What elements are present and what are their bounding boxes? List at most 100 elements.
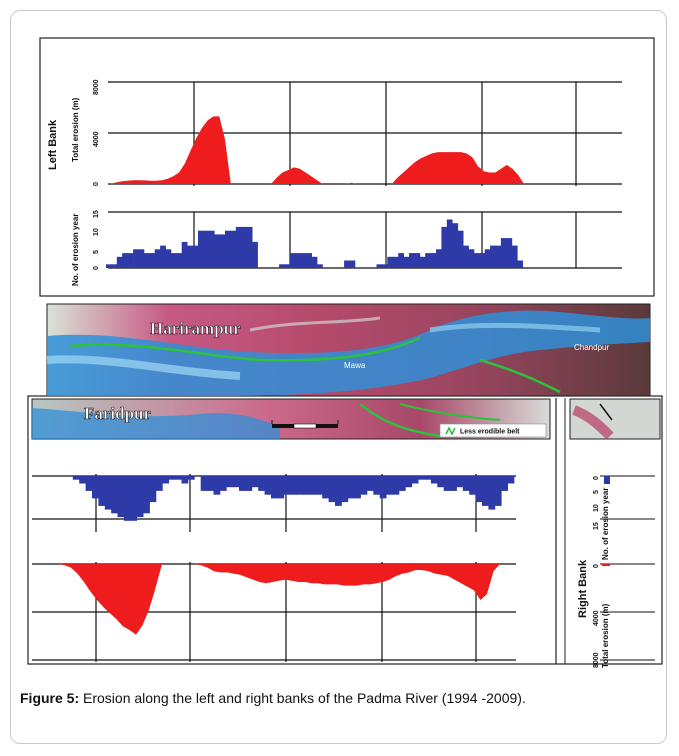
right-years-bar xyxy=(85,476,93,491)
right-years-bar xyxy=(232,476,240,488)
left-years-bar xyxy=(241,226,248,268)
right-years-tick-1: 5 xyxy=(593,490,600,494)
left-years-bar xyxy=(517,260,523,268)
right-years-bar xyxy=(277,476,285,499)
right-years-bar xyxy=(366,476,374,491)
left-years-bar xyxy=(463,245,469,268)
right-years-bar xyxy=(341,476,349,503)
right-years-bar xyxy=(200,476,208,491)
left-years-bar xyxy=(398,253,404,268)
right-years-bar xyxy=(386,476,393,495)
left-years-bar xyxy=(349,260,356,268)
left-erosion-tick-1: 4000 xyxy=(93,131,100,147)
belt-legend-icon xyxy=(445,426,456,436)
satellite-map-lower: Faridpur Less erodible belt xyxy=(31,398,661,440)
left-years-bar xyxy=(484,249,491,268)
left-years-bar xyxy=(289,253,296,268)
left-years-ylabel: No. of erosion year xyxy=(71,214,80,286)
right-years-bar xyxy=(181,476,189,484)
left-years-bar xyxy=(170,253,177,268)
left-years-bar xyxy=(160,245,166,268)
left-years-bar xyxy=(181,241,188,268)
satellite-map-upper: Harirampur Mawa Chandpur xyxy=(46,303,651,397)
left-years-bar xyxy=(138,249,145,268)
right-years-bar xyxy=(213,476,221,495)
left-years-bar xyxy=(133,249,139,268)
right-years-bar xyxy=(398,476,406,491)
place-faridpur: Faridpur xyxy=(84,404,152,423)
left-years-bar xyxy=(311,256,318,268)
right-years-bar xyxy=(117,476,125,518)
right-years-bar xyxy=(239,476,246,491)
left-years-tick-1: 5 xyxy=(93,250,100,254)
right-years-bar xyxy=(98,476,106,506)
right-years-bar xyxy=(322,476,329,499)
right-years-bar xyxy=(335,476,342,506)
left-years-series xyxy=(106,219,523,268)
left-erosion-tick-0: 0 xyxy=(93,182,100,186)
left-years-bar xyxy=(376,264,383,268)
right-years-bar xyxy=(72,476,80,480)
right-years-bar xyxy=(258,476,265,491)
right-years-bar xyxy=(123,476,131,521)
right-years-tick-2: 10 xyxy=(593,504,600,512)
left-years-bar xyxy=(111,264,118,268)
left-years-bar xyxy=(165,249,172,268)
left-years-bar xyxy=(127,253,134,268)
caption-text: Erosion along the left and right banks o… xyxy=(79,690,526,706)
right-years-series xyxy=(72,476,515,521)
left-years-bar xyxy=(284,264,291,268)
right-years-bar xyxy=(104,476,112,510)
left-erosion-ylabel: Total erosion (m) xyxy=(71,97,80,162)
right-years-bar xyxy=(283,476,291,495)
right-years-bar xyxy=(488,476,496,510)
right-bank-label: Right Bank xyxy=(577,559,589,618)
right-years-bar xyxy=(507,476,515,484)
left-years-bar xyxy=(500,238,507,268)
left-years-bar xyxy=(219,234,226,268)
left-erosion-tick-2: 8000 xyxy=(93,79,100,95)
left-years-bar xyxy=(208,230,215,268)
right-years-bar xyxy=(149,476,157,503)
left-years-bar xyxy=(441,226,448,268)
place-harirampur: Harirampur xyxy=(150,319,241,338)
right-years-bar xyxy=(392,476,400,495)
right-years-bar xyxy=(462,476,470,491)
left-erosion-area xyxy=(110,116,524,184)
right-years-bar xyxy=(136,476,144,518)
left-years-bar xyxy=(279,264,285,268)
left-years-bar xyxy=(230,230,237,268)
left-years-bar xyxy=(300,253,307,268)
left-years-bar xyxy=(452,223,459,268)
right-years-bar xyxy=(309,476,317,495)
right-years-bar xyxy=(469,476,476,495)
right-years-bar xyxy=(411,476,419,484)
left-years-bar xyxy=(246,226,253,268)
right-small-years-bar xyxy=(604,476,610,484)
left-years-bar xyxy=(436,249,442,268)
left-years-bar xyxy=(409,253,415,268)
left-years-bar xyxy=(143,253,150,268)
left-years-bar xyxy=(425,253,431,268)
right-years-bar xyxy=(226,476,234,488)
right-years-bar xyxy=(175,476,182,480)
left-years-bar xyxy=(192,245,199,268)
right-years-bar xyxy=(347,476,355,499)
legend-label: Less erodible belt xyxy=(460,429,520,436)
left-years-bar xyxy=(187,245,193,268)
left-years-bar xyxy=(392,256,399,268)
left-years-bar xyxy=(306,253,312,268)
right-years-bar xyxy=(79,476,86,484)
right-years-bar xyxy=(456,476,464,488)
left-years-bar xyxy=(387,256,394,268)
right-years-bar xyxy=(111,476,118,514)
left-years-bar xyxy=(176,253,183,268)
right-years-bar xyxy=(501,476,508,491)
left-years-bar xyxy=(430,253,437,268)
left-years-bar xyxy=(473,253,480,268)
left-years-bar xyxy=(116,256,123,268)
right-years-bar xyxy=(450,476,457,491)
right-erosion-tick-0: 0 xyxy=(593,564,600,568)
right-years-bar xyxy=(271,476,278,499)
place-mawa: Mawa xyxy=(344,361,366,370)
